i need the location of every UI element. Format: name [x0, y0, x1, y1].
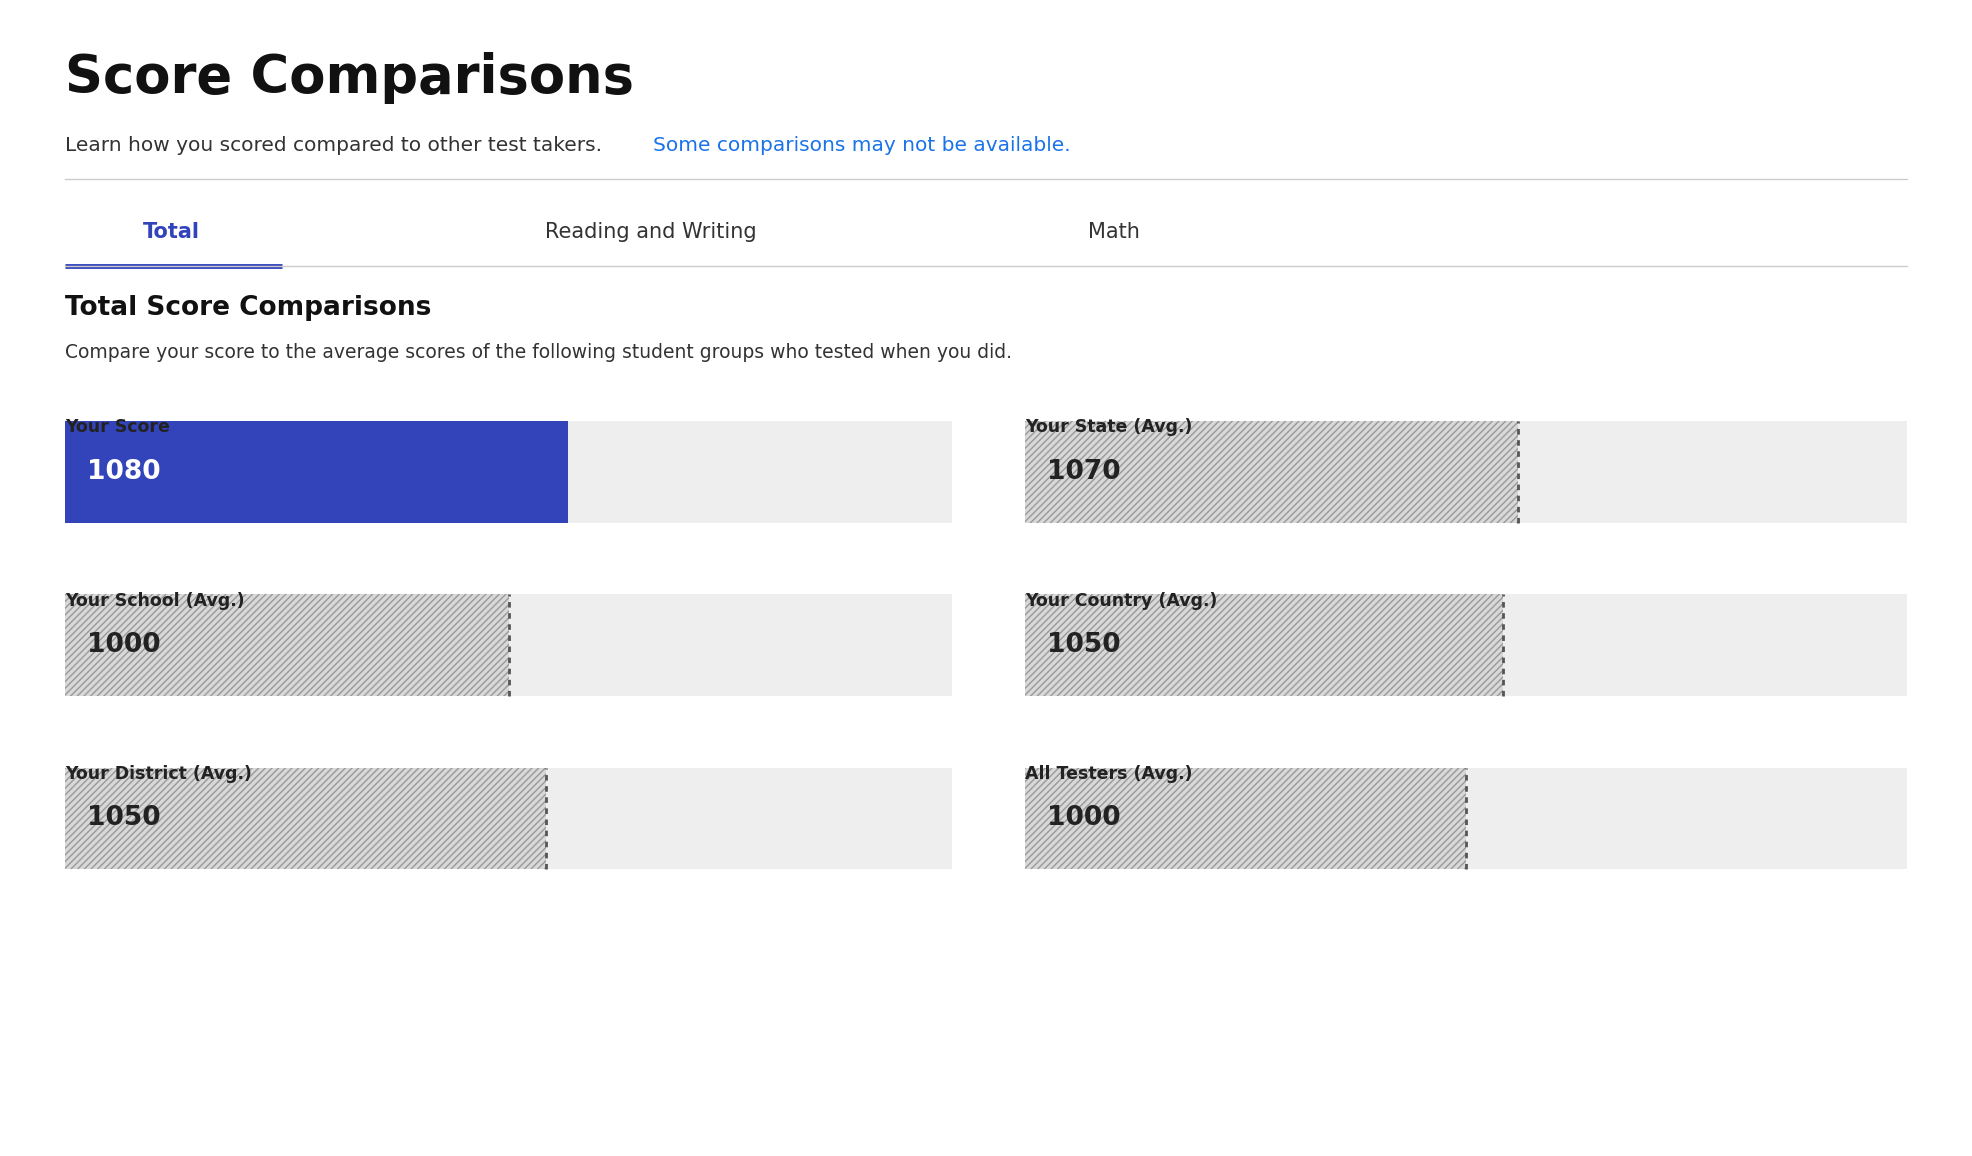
Text: Compare your score to the average scores of the following student groups who tes: Compare your score to the average scores… [65, 343, 1012, 362]
Text: 1080: 1080 [87, 459, 160, 484]
Text: Your State (Avg.): Your State (Avg.) [1025, 418, 1193, 437]
Text: All Testers (Avg.): All Testers (Avg.) [1025, 765, 1193, 784]
Text: Your District (Avg.): Your District (Avg.) [65, 765, 252, 784]
Text: Math: Math [1089, 222, 1140, 242]
Text: 1000: 1000 [87, 632, 160, 658]
Text: Some comparisons may not be available.: Some comparisons may not be available. [653, 136, 1071, 155]
Text: Your Score: Your Score [65, 418, 170, 437]
Text: Your Country (Avg.): Your Country (Avg.) [1025, 592, 1219, 610]
FancyBboxPatch shape [65, 768, 952, 869]
Text: Total: Total [144, 222, 199, 242]
Text: Total Score Comparisons: Total Score Comparisons [65, 295, 432, 320]
Text: Your School (Avg.): Your School (Avg.) [65, 592, 245, 610]
Text: 1000: 1000 [1047, 806, 1120, 831]
Text: Learn how you scored compared to other test takers.: Learn how you scored compared to other t… [65, 136, 609, 155]
FancyBboxPatch shape [65, 421, 952, 523]
FancyBboxPatch shape [1025, 421, 1518, 523]
FancyBboxPatch shape [65, 594, 952, 696]
Text: 1050: 1050 [87, 806, 160, 831]
FancyBboxPatch shape [1025, 421, 1907, 523]
FancyBboxPatch shape [1025, 768, 1467, 869]
FancyBboxPatch shape [1025, 768, 1907, 869]
Text: Reading and Writing: Reading and Writing [544, 222, 757, 242]
Text: 1070: 1070 [1047, 459, 1120, 484]
FancyBboxPatch shape [65, 421, 568, 523]
FancyBboxPatch shape [1025, 594, 1503, 696]
Text: 1050: 1050 [1047, 632, 1120, 658]
Text: Score Comparisons: Score Comparisons [65, 52, 635, 104]
FancyBboxPatch shape [1025, 594, 1907, 696]
FancyBboxPatch shape [65, 594, 509, 696]
FancyBboxPatch shape [65, 768, 546, 869]
